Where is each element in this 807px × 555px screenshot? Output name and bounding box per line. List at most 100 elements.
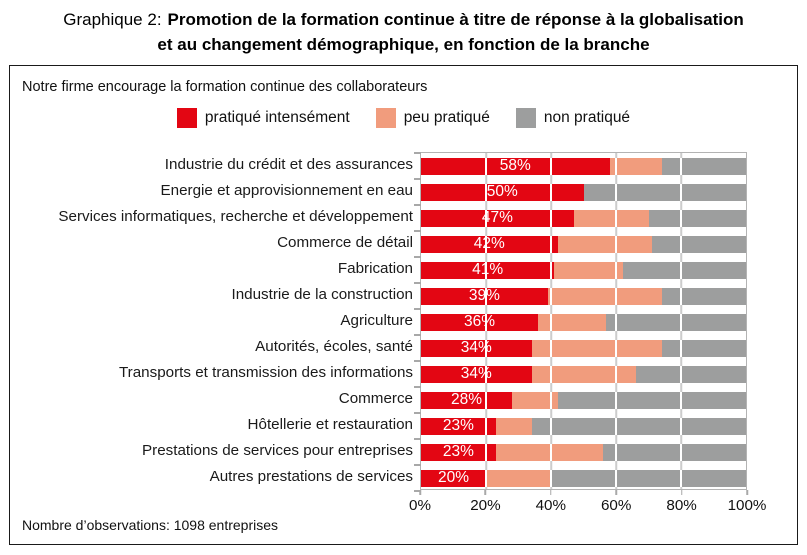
- bar-row: 23%: [421, 439, 746, 465]
- y-axis-tick: [414, 204, 421, 206]
- bar-gridline-overlay: [680, 339, 682, 357]
- legend-label: non pratiqué: [543, 109, 631, 126]
- bar-gridline-overlay: [615, 469, 617, 487]
- bar-row: 36%: [421, 309, 746, 335]
- x-axis-tick: [680, 490, 683, 495]
- x-axis-label: 40%: [535, 497, 566, 514]
- y-axis-tick: [414, 308, 421, 310]
- bar-gridline-overlay: [485, 235, 487, 253]
- category-label: Autorités, écoles, santé: [255, 338, 413, 355]
- bar-segment-non: [635, 365, 746, 383]
- category-label: Transports et transmission des informati…: [118, 364, 413, 381]
- bar-gridline-overlay: [615, 235, 617, 253]
- bar-segment-intense: 58%: [421, 157, 610, 175]
- bar-gridline-overlay: [550, 183, 552, 201]
- bar-gridline-overlay: [550, 235, 552, 253]
- x-axis-label: 0%: [409, 497, 431, 514]
- x-axis-tick: [550, 490, 552, 495]
- bar-gridline-overlay: [680, 469, 682, 487]
- bar-row: 42%: [421, 231, 746, 257]
- x-axis-tick: [419, 490, 421, 495]
- observations-note: Nombre d’observations: 1098 entreprises: [22, 517, 279, 533]
- legend-swatch: [176, 108, 197, 128]
- bar-gridline-overlay: [680, 183, 682, 201]
- bar-segment-non: [648, 209, 746, 227]
- bar-segment-non: [531, 417, 746, 435]
- bar-gridline-overlay: [615, 313, 617, 331]
- legend-item: non pratiqué: [515, 108, 631, 128]
- bar-value-label: 20%: [437, 469, 470, 486]
- bar-segment-intense: 36%: [421, 313, 538, 331]
- bar-gridline-overlay: [550, 443, 552, 461]
- bar-gridline-overlay: [615, 365, 617, 383]
- bar-segment-intense: 23%: [421, 417, 496, 435]
- bar-gridline-overlay: [550, 365, 552, 383]
- bar-segment-intense: 42%: [421, 235, 558, 253]
- bar-gridline-overlay: [680, 209, 682, 227]
- bar-segment-non: [651, 235, 746, 253]
- bar-gridline-overlay: [485, 261, 487, 279]
- bar-segment-peu: [557, 235, 652, 253]
- category-labels-column: Industrie du crédit et des assurances Ene…: [10, 152, 420, 520]
- x-axis-label: 20%: [470, 497, 501, 514]
- chart-body: Industrie du crédit et des assurances Ene…: [10, 152, 766, 520]
- bar-gridline-overlay: [680, 443, 682, 461]
- y-axis-tick: [414, 256, 421, 258]
- bar-gridline-overlay: [680, 365, 682, 383]
- bar-gridline-overlay: [680, 235, 682, 253]
- y-axis-tick: [414, 464, 421, 466]
- category-label: Industrie du crédit et des assurances: [164, 156, 413, 173]
- bar-gridline-overlay: [550, 417, 552, 435]
- bar-gridline-overlay: [485, 183, 487, 201]
- bar-segment-non: [603, 443, 746, 461]
- bar-segment-intense: 50%: [421, 183, 584, 201]
- category-label: Autres prestations de services: [209, 468, 413, 485]
- y-axis-tick: [414, 230, 421, 232]
- bar-gridline-overlay: [680, 157, 682, 175]
- bar-value-label: 47%: [481, 209, 513, 226]
- bar-gridline-overlay: [615, 183, 617, 201]
- bar-segment-peu: [538, 313, 607, 331]
- y-axis-tick: [414, 334, 421, 336]
- bar-row: 34%: [421, 361, 746, 387]
- legend: pratiqué intensément peu pratiqué non prat…: [10, 108, 797, 128]
- y-axis-tick: [414, 412, 421, 414]
- legend-label: pratiqué intensément: [204, 109, 350, 126]
- x-axis-tick: [746, 490, 748, 495]
- x-axis-label: 100%: [727, 497, 767, 514]
- bar-segment-peu: [531, 365, 636, 383]
- title-prefix: Graphique 2:: [63, 10, 162, 29]
- category-label: Hôtellerie et restauration: [247, 416, 413, 433]
- bar-gridline-overlay: [485, 313, 487, 331]
- bar-segment-non: [606, 313, 746, 331]
- bar-gridline-overlay: [615, 157, 617, 175]
- bar-value-label: 28%: [450, 391, 483, 408]
- bar-segment-intense: 34%: [421, 339, 532, 357]
- bar-segment-non: [661, 339, 746, 357]
- bar-gridline-overlay: [485, 417, 487, 435]
- bar-gridline-overlay: [680, 287, 682, 305]
- y-axis-tick: [414, 490, 421, 492]
- bar-segment-intense: 23%: [421, 443, 496, 461]
- x-axis-label: 60%: [600, 497, 632, 514]
- category-label: Commerce: [338, 390, 413, 407]
- category-label: Prestations de services pour entreprises: [142, 442, 413, 459]
- category-label: Services informatiques, recherche et dév…: [58, 208, 413, 225]
- bar-segment-non: [557, 391, 746, 409]
- bar-gridline-overlay: [485, 365, 487, 383]
- chart-panel: Notre firme encourage la formation conti…: [9, 65, 798, 545]
- bar-gridline-overlay: [485, 443, 487, 461]
- bar-gridline-overlay: [680, 391, 682, 409]
- bar-segment-intense: 47%: [421, 209, 574, 227]
- bar-value-label: 42%: [473, 235, 505, 252]
- bar-row: 47%: [421, 205, 746, 231]
- bar-gridline-overlay: [550, 313, 552, 331]
- y-axis-tick: [414, 438, 421, 440]
- legend-swatch: [375, 108, 396, 128]
- category-label: Energie et approvisionnement en eau: [160, 182, 413, 199]
- bar-gridline-overlay: [550, 469, 552, 487]
- bar-gridline-overlay: [550, 339, 552, 357]
- bar-segment-intense: 41%: [421, 261, 555, 279]
- bar-gridline-overlay: [550, 261, 552, 279]
